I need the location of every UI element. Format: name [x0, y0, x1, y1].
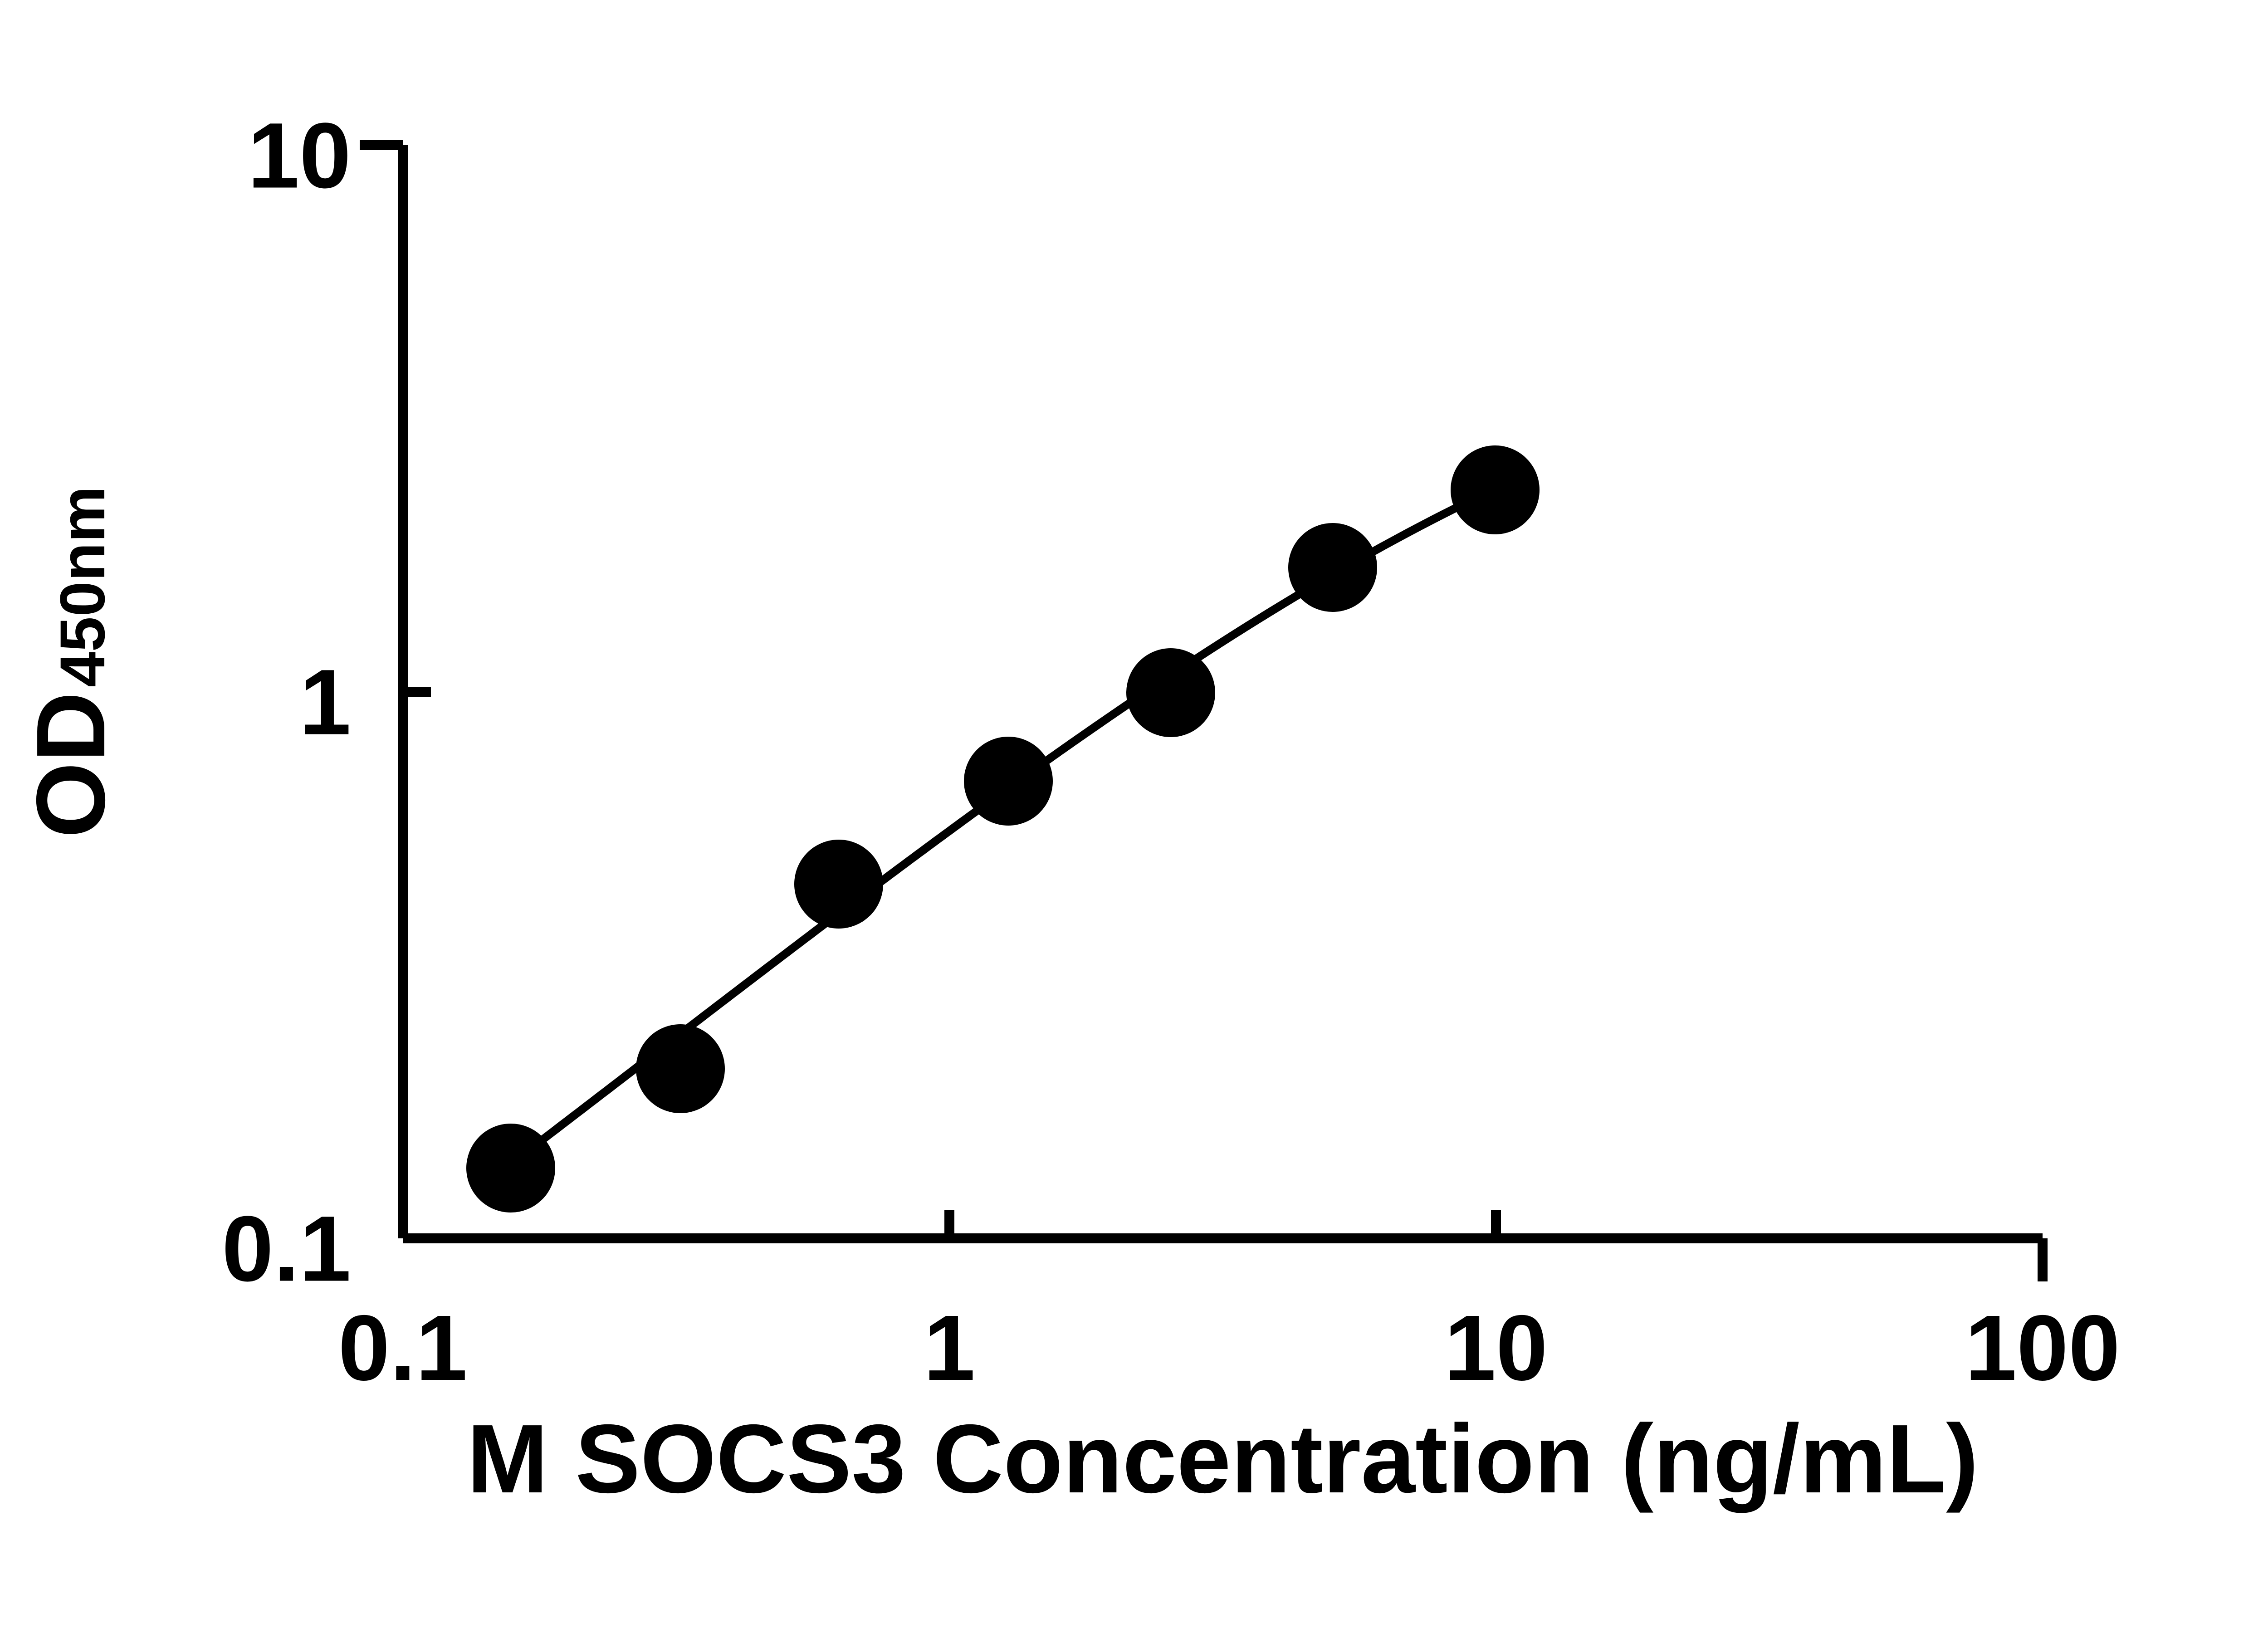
svg-text:450nm: 450nm: [47, 486, 118, 687]
svg-text:OD: OD: [16, 692, 125, 838]
svg-text:10: 10: [248, 103, 351, 207]
svg-text:10: 10: [1444, 1296, 1548, 1400]
svg-text:0.1: 0.1: [338, 1296, 468, 1400]
svg-text:0.1: 0.1: [222, 1197, 351, 1301]
svg-text:1: 1: [299, 650, 351, 754]
svg-text:M SOCS3 Concentration (ng/mL): M SOCS3 Concentration (ng/mL): [467, 1404, 1979, 1513]
svg-text:1: 1: [924, 1296, 975, 1400]
svg-text:100: 100: [1965, 1296, 2120, 1400]
